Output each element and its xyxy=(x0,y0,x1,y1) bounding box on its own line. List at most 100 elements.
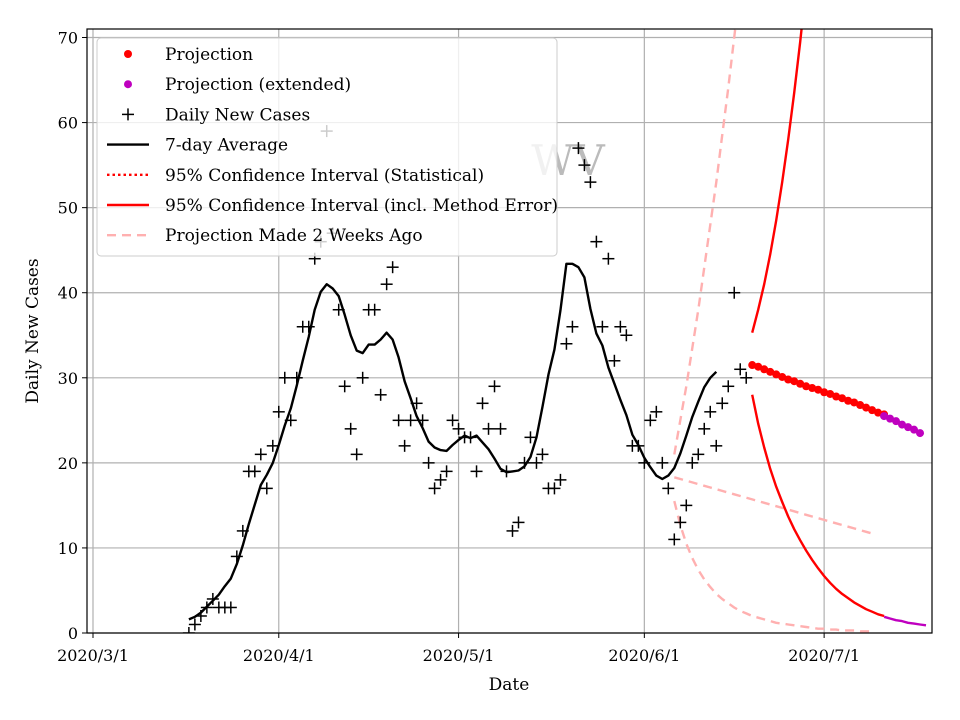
projection-point xyxy=(754,362,763,371)
daily-case-marker xyxy=(404,414,417,427)
projection-point xyxy=(820,388,829,397)
projection-extended-point xyxy=(892,417,901,426)
daily-case-marker xyxy=(728,286,741,299)
y-tick-label: 0 xyxy=(68,624,78,643)
daily-case-marker xyxy=(344,422,357,435)
daily-case-marker xyxy=(506,524,519,537)
daily-case-marker xyxy=(638,456,651,469)
legend-label: 95% Confidence Interval (Statistical) xyxy=(165,166,484,186)
daily-case-marker xyxy=(380,278,393,291)
daily-case-marker xyxy=(650,405,663,418)
legend-item-projection_ext: Projection (extended) xyxy=(124,75,351,95)
daily-case-marker xyxy=(440,465,453,478)
plot-frame xyxy=(86,28,933,634)
daily-case-marker xyxy=(482,422,495,435)
y-axis-label: Daily New Cases xyxy=(23,258,43,403)
projection-2-weeks-ago-upper-line xyxy=(673,29,737,455)
daily-case-marker xyxy=(590,235,603,248)
projection-point xyxy=(796,379,805,388)
daily-case-marker xyxy=(392,414,405,427)
daily-case-marker xyxy=(386,261,399,274)
projection-point xyxy=(766,367,775,376)
projection-point xyxy=(790,377,799,386)
daily-case-marker xyxy=(194,609,207,622)
daily-case-marker xyxy=(548,482,561,495)
projection-point xyxy=(748,361,757,370)
daily-case-marker xyxy=(620,329,633,342)
daily-case-marker xyxy=(536,448,549,461)
daily-case-marker xyxy=(260,482,273,495)
daily-case-marker xyxy=(572,142,585,155)
daily-case-marker xyxy=(230,550,243,563)
legend-label: Projection (extended) xyxy=(165,75,351,95)
projection-2-weeks-ago-lower-line xyxy=(673,500,873,633)
legend-box xyxy=(96,37,558,257)
daily-case-marker xyxy=(662,482,675,495)
projection-point xyxy=(868,406,877,415)
x-tick-label: 2020/5/1 xyxy=(423,646,495,665)
daily-case-marker xyxy=(656,456,669,469)
daily-case-marker xyxy=(410,397,423,410)
daily-case-marker xyxy=(500,465,513,478)
daily-case-marker xyxy=(416,414,429,427)
daily-case-marker xyxy=(692,448,705,461)
daily-case-marker xyxy=(722,380,735,393)
daily-case-marker xyxy=(560,337,573,350)
daily-case-marker xyxy=(734,363,747,376)
projection-extended-point xyxy=(898,420,907,429)
daily-case-marker xyxy=(476,397,489,410)
daily-case-marker xyxy=(674,516,687,529)
seven-day-average-line xyxy=(188,262,718,621)
daily-case-marker xyxy=(614,320,627,333)
projection-extended-point xyxy=(910,425,919,434)
legend-item-proj2w: Projection Made 2 Weeks Ago xyxy=(107,226,423,246)
daily-case-marker xyxy=(602,252,615,265)
projection-point xyxy=(832,392,841,401)
daily-case-marker xyxy=(374,388,387,401)
projection-point xyxy=(874,408,883,417)
legend-label: Daily New Cases xyxy=(165,105,310,125)
legend-swatch xyxy=(124,80,132,89)
daily-case-marker xyxy=(596,320,609,333)
daily-case-marker xyxy=(200,601,213,614)
daily-case-marker xyxy=(398,439,411,452)
legend-swatch xyxy=(122,108,134,121)
projection-point xyxy=(844,396,853,405)
daily-case-marker xyxy=(584,176,597,189)
projection-point xyxy=(826,389,835,398)
x-axis-label: Date xyxy=(489,675,530,695)
daily-case-marker xyxy=(608,354,621,367)
daily-case-marker xyxy=(266,439,279,452)
projection-point xyxy=(808,383,817,392)
legend-swatch xyxy=(124,50,132,58)
tick-layer: 2020/3/1 2020/4/1 2020/5/1 2020/6/1 2020/7/1… xyxy=(57,29,860,665)
daily-case-marker xyxy=(338,380,351,393)
daily-case-marker xyxy=(644,414,657,427)
legend-item-ci_stat: 95% Confidence Interval (Statistical) xyxy=(107,166,484,186)
daily-case-marker xyxy=(554,473,567,486)
projection-point xyxy=(778,372,787,381)
y-tick-label: 50 xyxy=(58,199,78,218)
daily-case-marker xyxy=(524,431,537,444)
series-layer xyxy=(182,29,927,633)
daily-case-marker xyxy=(494,422,507,435)
daily-case-marker xyxy=(668,533,681,546)
legend-label: Projection xyxy=(165,45,253,65)
daily-case-marker xyxy=(716,397,729,410)
projection-2-weeks-ago-line xyxy=(673,476,873,535)
projection-point xyxy=(850,398,859,407)
x-tick-label: 2020/7/1 xyxy=(788,646,860,665)
daily-case-marker xyxy=(290,371,303,384)
daily-case-marker xyxy=(632,439,645,452)
projection-extended-point xyxy=(886,414,895,423)
daily-case-marker xyxy=(428,482,441,495)
ci-method-upper-line xyxy=(751,29,803,334)
daily-case-marker xyxy=(530,456,543,469)
daily-case-marker xyxy=(488,380,501,393)
y-tick-label: 40 xyxy=(58,284,78,303)
daily-case-marker xyxy=(188,618,201,631)
projection-point xyxy=(856,401,865,410)
daily-case-marker xyxy=(464,431,477,444)
y-tick-label: 10 xyxy=(58,539,78,558)
daily-case-marker xyxy=(740,371,753,384)
